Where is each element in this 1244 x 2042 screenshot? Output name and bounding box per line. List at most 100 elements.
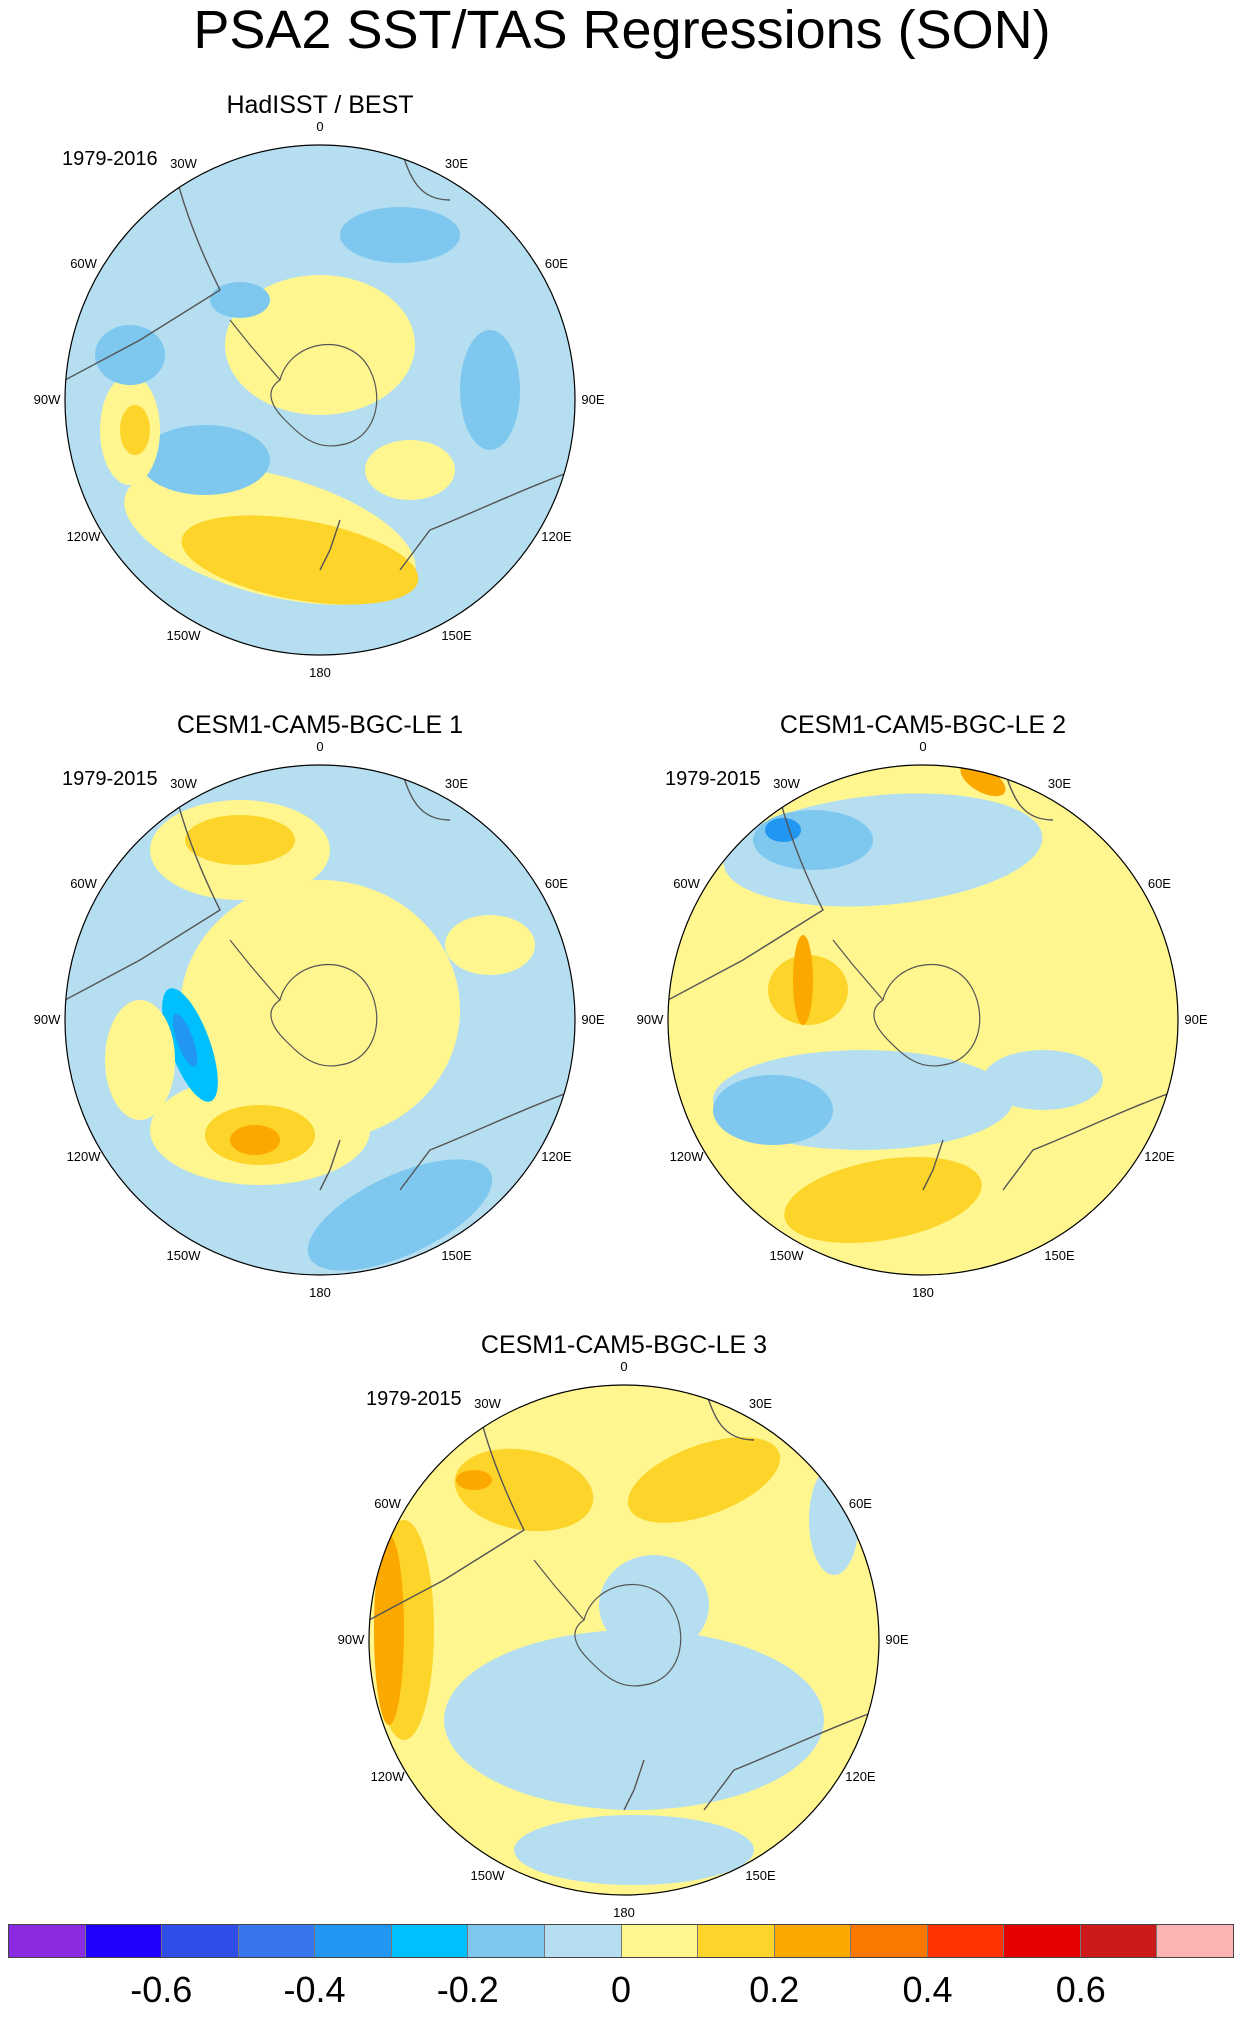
peninsula-coastline: [229, 939, 281, 1001]
peninsula-coastline: [229, 319, 281, 381]
colorbar-box: [621, 1925, 699, 1957]
anomaly-region: [627, 1437, 781, 1523]
anomaly-region: [140, 425, 270, 495]
anomaly-region: [444, 1630, 824, 1810]
anomaly-region: [185, 815, 295, 865]
panel-title: CESM1-CAM5-BGC-LE 1: [176, 711, 464, 739]
longitude-label: 90W: [33, 1012, 61, 1027]
colorbar-tick-label: 0.2: [749, 1969, 800, 2010]
longitude-label: 30W: [773, 775, 800, 791]
longitude-label: 120E: [541, 528, 572, 544]
longitude-label: 30E: [444, 155, 469, 171]
longitude-label: 90W: [337, 1632, 365, 1647]
longitude-label: 0: [620, 1359, 628, 1374]
antarctica-coastline: [270, 344, 378, 447]
colorbar-box: [1157, 1925, 1233, 1957]
colorbar-box: [391, 1925, 469, 1957]
australia-coastline: [399, 1089, 575, 1191]
colorbar-box: [927, 1925, 1005, 1957]
new-zealand-coastline: [319, 1139, 341, 1191]
map-boundary: [64, 144, 576, 656]
longitude-label: 90E: [1184, 1012, 1208, 1027]
panel-title: CESM1-CAM5-BGC-LE 2: [779, 711, 1067, 739]
longitude-label: 90E: [581, 1012, 605, 1027]
anomaly-region: [460, 330, 520, 450]
longitude-label: 0: [316, 119, 324, 134]
panel-cesm-3: CESM1-CAM5-BGC-LE 3 1979-2015 0 30E 60E 90E…: [338, 1330, 909, 1920]
anomaly-region: [454, 1448, 594, 1532]
longitude-label: 120W: [669, 1148, 704, 1164]
panel-period: 1979-2015: [665, 768, 761, 790]
australia-coastline: [703, 1709, 879, 1811]
colorbar-tick-label: -0.2: [436, 1969, 499, 2010]
polar-map: [368, 1384, 880, 1896]
longitude-label: 90W: [636, 1012, 664, 1027]
colorbar-box: [544, 1925, 622, 1957]
panel-period: 1979-2015: [62, 768, 158, 790]
colorbar-box: [315, 1925, 392, 1957]
longitude-label: 30W: [474, 1395, 501, 1411]
anomaly-region: [307, 1159, 493, 1271]
map-boundary: [667, 764, 1179, 1276]
anomaly-region: [793, 935, 813, 1025]
anomaly-region: [120, 405, 150, 455]
longitude-label: 120W: [66, 528, 101, 544]
colorbar-box: [1080, 1925, 1158, 1957]
peninsula-coastline: [832, 939, 884, 1001]
longitude-label: 0: [919, 739, 927, 754]
peninsula-coastline: [533, 1559, 585, 1621]
longitude-label: 90E: [581, 392, 605, 407]
longitude-label: 180: [309, 1285, 331, 1300]
longitude-label: 150W: [166, 628, 201, 644]
anomaly-field: [65, 765, 575, 1275]
anomaly-region: [713, 1075, 833, 1145]
colorbar-tick-label: 0.4: [902, 1969, 953, 2010]
longitude-label: 90W: [33, 392, 61, 407]
colorbar: [8, 1924, 1234, 1958]
anomaly-region: [340, 207, 460, 263]
longitude-label: 180: [912, 1285, 934, 1300]
longitude-label: 150W: [769, 1248, 804, 1264]
anomaly-region: [374, 1535, 404, 1725]
panel-period: 1979-2015: [366, 1388, 462, 1410]
anomaly-region: [765, 818, 801, 842]
longitude-label: 60E: [544, 255, 568, 271]
antarctica-coastline: [270, 964, 378, 1067]
longitude-label: 30E: [748, 1395, 773, 1411]
longitude-label: 120E: [1144, 1148, 1175, 1164]
anomaly-region: [230, 1125, 280, 1155]
colorbar-box: [1004, 1925, 1081, 1957]
longitude-label: 60E: [544, 875, 568, 891]
anomaly-region: [753, 810, 873, 870]
longitude-label: 120E: [845, 1768, 876, 1784]
anomaly-region: [445, 915, 535, 975]
colorbar-box: [85, 1925, 163, 1957]
longitude-label: 120E: [541, 1148, 572, 1164]
panel-title: CESM1-CAM5-BGC-LE 3: [480, 1331, 768, 1359]
anomaly-region: [514, 1815, 754, 1885]
longitude-label: 150E: [441, 1248, 472, 1264]
anomaly-field: [668, 765, 1178, 1275]
anomaly-field: [369, 1385, 879, 1895]
anomaly-region: [172, 1013, 198, 1067]
longitude-label: 180: [309, 665, 331, 680]
longitude-label: 150W: [470, 1868, 505, 1884]
colorbar-box: [468, 1925, 545, 1957]
longitude-label: 60W: [673, 875, 700, 891]
polar-map: [64, 144, 576, 656]
longitude-label: 150W: [166, 1248, 201, 1264]
anomaly-region: [180, 880, 460, 1140]
anomaly-region: [983, 1050, 1103, 1110]
antarctica-coastline: [574, 1584, 682, 1687]
anomaly-region: [960, 765, 1006, 797]
colorbar-box: [238, 1925, 316, 1957]
new-zealand-coastline: [623, 1759, 645, 1811]
anomaly-region: [456, 1470, 492, 1490]
anomaly-region: [181, 515, 419, 605]
anomaly-region: [365, 440, 455, 500]
map-boundary: [64, 764, 576, 1276]
panel-title: HadISST / BEST: [226, 91, 414, 119]
colorbar-box: [774, 1925, 852, 1957]
longitude-label: 60E: [848, 1495, 872, 1511]
anomaly-region: [809, 1465, 859, 1575]
